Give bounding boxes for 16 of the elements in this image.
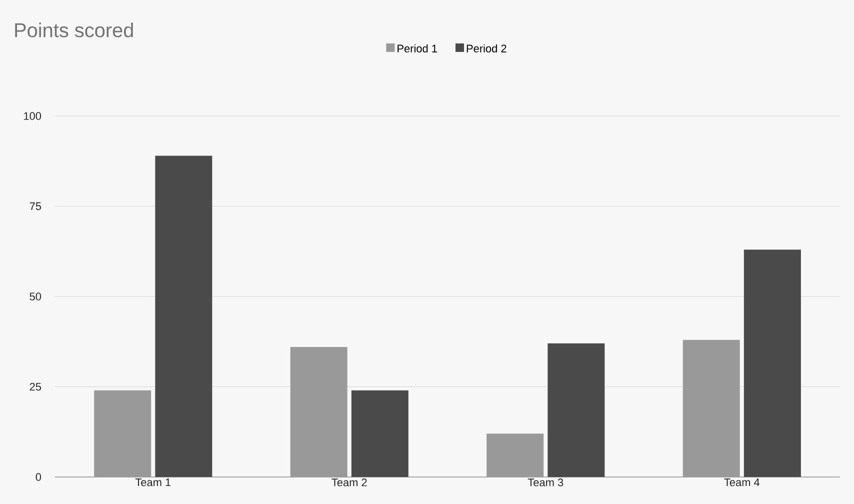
bar	[682, 340, 740, 477]
x-tick-label: Team 4	[724, 478, 760, 486]
y-tick-label: 0	[36, 473, 42, 481]
x-tick-label: Team 2	[332, 478, 367, 486]
chart-title: Points scored	[15, 22, 133, 38]
bar	[94, 390, 152, 477]
y-tick-label: 75	[30, 202, 42, 210]
bar	[290, 347, 348, 477]
y-tick-label: 100	[24, 112, 42, 120]
x-tick-label: Team 1	[135, 478, 171, 486]
y-tick-label: 25	[30, 382, 42, 391]
bar	[486, 434, 544, 477]
y-tick-label: 50	[30, 292, 42, 300]
legend-label: Period 2	[466, 44, 506, 52]
x-tick-label: Team 3	[528, 478, 564, 486]
legend-label: Period 1	[398, 44, 437, 52]
